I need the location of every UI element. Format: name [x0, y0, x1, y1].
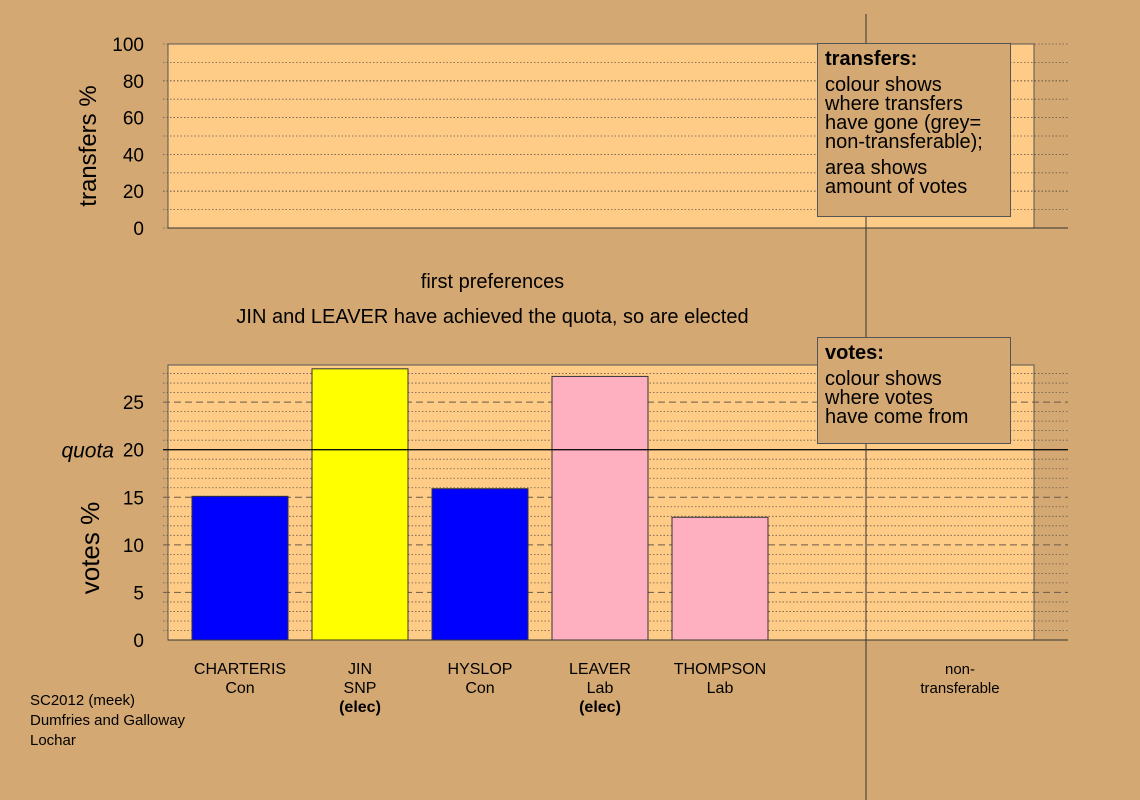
votes-y-tick: 15 [123, 488, 144, 509]
votes-y-tick: 0 [133, 631, 144, 652]
vote-bar [191, 495, 289, 641]
candidate-name-label: non- [945, 661, 975, 678]
quota-label: quota [61, 440, 114, 463]
votes-y-tick: 5 [133, 583, 144, 604]
candidate-party-label: Con [225, 680, 254, 697]
vote-bar [671, 516, 769, 641]
candidate-name-label: THOMPSON [674, 661, 766, 678]
candidate-party-label: transferable [920, 680, 999, 697]
transfers-y-tick: 0 [133, 219, 144, 240]
election-note: JIN and LEAVER have achieved the quota, … [236, 306, 749, 328]
candidate-party-label: Lab [707, 680, 734, 697]
votes-legend-title: votes: [825, 342, 884, 364]
candidate-party-label: SNP [344, 680, 377, 697]
vote-bar [311, 368, 409, 641]
transfers-legend-line: non-transferable); [825, 131, 983, 153]
candidate-name-label: LEAVER [569, 661, 631, 678]
vote-bar [431, 488, 529, 641]
election-footer: SC2012 (meek) Dumfries and Galloway Loch… [30, 691, 185, 751]
transfers-y-tick: 40 [123, 145, 144, 166]
footer-line: SC2012 (meek) [30, 692, 136, 709]
transfers-y-tick: 60 [123, 109, 144, 130]
votes-y-tick: 25 [123, 393, 144, 414]
transfers-legend-box: transfers: colour shows where transfers … [817, 43, 1011, 217]
votes-y-tick: 20 [123, 441, 144, 462]
vote-bar [551, 375, 649, 641]
candidate-name-label: HYSLOP [448, 661, 513, 678]
votes-legend-line: have come from [825, 406, 969, 428]
transfers-legend-line: where transfers [825, 93, 963, 115]
transfers-legend-line: colour shows [825, 74, 942, 96]
votes-panel: 0 5 10 15 20 25 CHARTERIS Con JIN SNP (elec) HYSLOP… [61, 364, 1068, 716]
transfers-legend-title: transfers: [825, 48, 918, 70]
candidate-name-label: JIN [348, 661, 372, 678]
footer-line: Dumfries and Galloway [30, 712, 186, 729]
candidate-name-label: CHARTERIS [194, 661, 286, 678]
transfers-y-label: transfers % [75, 85, 102, 206]
stage-title: first preferences [420, 271, 565, 293]
transfers-y-tick: 80 [123, 72, 144, 93]
votes-legend-line: where votes [825, 387, 933, 409]
transfers-y-tick: 20 [123, 182, 144, 203]
transfers-y-tick: 100 [112, 35, 144, 56]
votes-y-tick: 10 [123, 536, 144, 557]
footer-line: Lochar [30, 732, 76, 749]
candidate-status-label: (elec) [579, 699, 621, 716]
votes-y-label: votes % [75, 502, 105, 595]
transfers-legend-line: area shows [825, 157, 928, 179]
transfers-legend-line: amount of votes [825, 176, 968, 198]
candidate-party-label: Con [465, 680, 494, 697]
candidate-party-label: Lab [587, 680, 614, 697]
transfers-legend-line: have gone (grey= [825, 112, 982, 134]
votes-legend-box: votes: colour shows where votes have com… [817, 337, 1011, 444]
candidate-status-label: (elec) [339, 699, 381, 716]
votes-legend-line: colour shows [825, 368, 942, 390]
